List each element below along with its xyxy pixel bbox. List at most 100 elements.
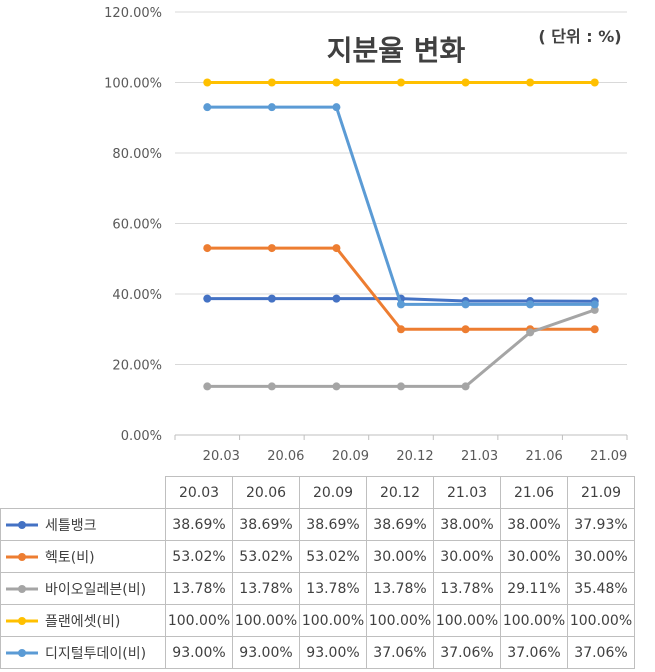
table-row: 바이오일레븐(비) 13.78% 13.78% 13.78% 13.78% 13.78% 2… — [0, 572, 635, 605]
line-chart: 0.00% 20.00% 40.00% 60.00% 80.00% 100.00% 120.… — [104, 6, 628, 464]
series-label-cell: 세틀뱅크 — [0, 508, 166, 541]
x-tick-label: 20.09 — [332, 449, 369, 464]
x-tick-label: 20.03 — [203, 449, 240, 464]
data-point — [267, 78, 276, 87]
table-cell: 38.00% — [500, 508, 568, 541]
table-row: 플랜에셋(비) 100.00% 100.00% 100.00% 100.00% 100.0… — [0, 604, 635, 637]
table-cell: 38.69% — [165, 508, 233, 541]
table-cell: 38.00% — [433, 508, 501, 541]
series-group — [203, 78, 599, 87]
data-table: 20.03 20.06 20.09 20.12 21.03 21.06 21.09 세틀뱅크… — [0, 476, 635, 669]
legend-key-icon — [6, 616, 38, 625]
table-column-header: 20.09 — [299, 476, 367, 509]
data-point — [461, 300, 470, 309]
y-tick-label: 80.00% — [112, 147, 162, 162]
series-label-cell: 헥토(비) — [0, 540, 166, 573]
table-row: 세틀뱅크 38.69% 38.69% 38.69% 38.69% 38.00% 38.00%… — [0, 508, 635, 541]
table-cell: 100.00% — [433, 604, 501, 637]
data-point — [590, 300, 599, 309]
x-axis: 20.03 20.06 20.09 20.12 21.03 21.06 21.09 — [174, 434, 628, 464]
table-cell: 100.00% — [165, 604, 233, 637]
table-cell: 13.78% — [232, 572, 300, 605]
table-cell: 37.93% — [567, 508, 635, 541]
table-cell: 37.06% — [567, 636, 635, 669]
table-cell: 100.00% — [232, 604, 300, 637]
data-point — [461, 78, 470, 87]
table-column-header: 20.03 — [165, 476, 233, 509]
data-point — [590, 325, 599, 334]
data-point — [590, 78, 599, 87]
table-cell: 100.00% — [299, 604, 367, 637]
series-label-cell: 디지털투데이(비) — [0, 636, 166, 669]
table-cell: 100.00% — [366, 604, 434, 637]
data-point — [590, 305, 599, 314]
data-point — [397, 382, 405, 391]
legend-key-icon — [6, 552, 38, 561]
data-point — [332, 103, 341, 112]
x-tick-label: 21.03 — [461, 449, 498, 464]
table-cell: 30.00% — [366, 540, 434, 573]
table-cell: 13.78% — [366, 572, 434, 605]
table-cell: 38.69% — [299, 508, 367, 541]
table-cell: 30.00% — [567, 540, 635, 573]
table-cell: 53.02% — [299, 540, 367, 573]
table-cell: 35.48% — [567, 572, 635, 605]
table-cell: 53.02% — [232, 540, 300, 573]
table-cell: 37.06% — [433, 636, 501, 669]
y-tick-label: 20.00% — [112, 359, 162, 374]
series-name: 헥토(비) — [45, 549, 95, 566]
x-tick-label: 20.12 — [396, 449, 433, 464]
data-point — [397, 300, 405, 309]
table-cell: 100.00% — [567, 604, 635, 637]
data-point — [203, 294, 212, 303]
series-name: 디지털투데이(비) — [45, 645, 147, 662]
series-name: 세틀뱅크 — [45, 517, 97, 534]
data-point — [332, 294, 341, 303]
data-point — [461, 382, 470, 391]
legend-key-icon — [6, 648, 38, 657]
table-cell: 37.06% — [500, 636, 568, 669]
table-column-header: 21.03 — [433, 476, 501, 509]
legend-key-icon — [6, 520, 38, 529]
table-cell: 13.78% — [433, 572, 501, 605]
table-cell: 13.78% — [165, 572, 233, 605]
table-cell: 37.06% — [366, 636, 434, 669]
table-cell: 53.02% — [165, 540, 233, 573]
data-point — [332, 78, 341, 87]
table-cell: 29.11% — [500, 572, 568, 605]
data-point — [203, 382, 212, 391]
table-cell: 13.78% — [299, 572, 367, 605]
table-column-header: 20.06 — [232, 476, 300, 509]
table-cell: 93.00% — [299, 636, 367, 669]
x-tick-label: 21.06 — [526, 449, 563, 464]
x-tick-label: 20.06 — [267, 449, 304, 464]
table-cell: 38.69% — [232, 508, 300, 541]
series-name: 바이오일레븐(비) — [45, 581, 147, 598]
y-tick-label: 100.00% — [104, 77, 162, 92]
data-point — [332, 244, 341, 253]
data-point — [267, 244, 276, 253]
data-table-header-row: 20.03 20.06 20.09 20.12 21.03 21.06 21.09 — [1, 476, 635, 509]
table-column-header: 20.12 — [366, 476, 434, 509]
legend-key-icon — [6, 584, 38, 593]
y-tick-label: 0.00% — [121, 429, 162, 444]
data-point — [267, 382, 276, 391]
y-axis-ticks: 0.00% 20.00% 40.00% 60.00% 80.00% 100.00% 120.… — [104, 6, 162, 444]
data-point — [526, 300, 535, 309]
unit-note: ( 단위 : %) — [538, 27, 621, 46]
data-point — [526, 328, 535, 337]
table-cell: 93.00% — [232, 636, 300, 669]
series-label-cell: 바이오일레븐(비) — [0, 572, 166, 605]
series-group — [203, 244, 599, 334]
data-point — [461, 325, 470, 334]
data-point — [397, 78, 405, 87]
table-column-header: 21.06 — [500, 476, 568, 509]
series-lines — [203, 78, 599, 391]
table-cell: 30.00% — [500, 540, 568, 573]
table-row: 디지털투데이(비) 93.00% 93.00% 93.00% 37.06% 37.06% 3… — [0, 636, 635, 669]
x-tick-label: 21.09 — [590, 449, 627, 464]
table-column-header: 21.09 — [567, 476, 635, 509]
data-point — [203, 244, 212, 253]
data-point — [526, 78, 535, 87]
table-row: 헥토(비) 53.02% 53.02% 53.02% 30.00% 30.00% 30.00… — [0, 540, 635, 573]
